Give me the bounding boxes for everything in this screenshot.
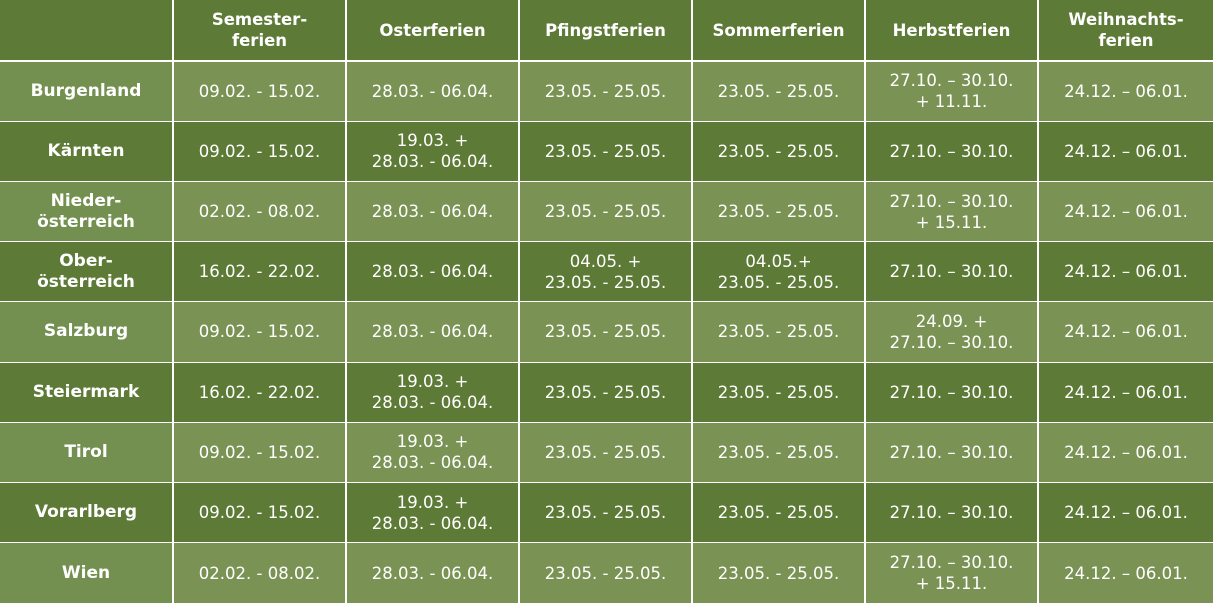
table-cell: 27.10. – 30.10. xyxy=(864,482,1038,543)
state-name: Steiermark xyxy=(0,361,173,423)
table-cell: 23.05. - 25.05. xyxy=(691,61,865,122)
table-cell: 27.10. – 30.10. + 15.11. xyxy=(864,180,1038,242)
table-cell: 02.02. - 08.02. xyxy=(172,542,346,603)
header-sommerferien: Sommerferien xyxy=(691,0,865,62)
table-cell: 23.05. - 25.05. xyxy=(691,120,865,182)
table-cell: 19.03. +28.03. - 06.04. xyxy=(345,482,519,543)
table-cell: 23.05. - 25.05. xyxy=(691,482,865,543)
header-semesterferien: Semester-ferien xyxy=(172,0,346,62)
table-cell: 19.03. +28.03. - 06.04. xyxy=(345,120,519,182)
table-cell: 23.05. - 25.05. xyxy=(518,482,692,543)
table-header: Semester-ferien Osterferien Pfingstferie… xyxy=(0,0,1213,62)
table-cell: 28.03. - 06.04. xyxy=(345,542,519,603)
table-cell: 27.10. – 30.10. xyxy=(864,421,1038,483)
table-cell: 27.10. – 30.10. xyxy=(864,241,1038,302)
header-herbstferien: Herbstferien xyxy=(864,0,1038,62)
table-cell: 23.05. - 25.05. xyxy=(691,542,865,603)
table-cell: 23.05. - 25.05. xyxy=(691,180,865,242)
table-cell: 16.02. - 22.02. xyxy=(172,241,346,302)
state-name: Salzburg xyxy=(0,301,173,363)
table-cell: 24.12. – 06.01. xyxy=(1037,301,1213,363)
header-row: Semester-ferien Osterferien Pfingstferie… xyxy=(0,0,1213,62)
header-pfingstferien: Pfingstferien xyxy=(518,0,692,62)
table-body: Burgenland 09.02. - 15.02. 28.03. - 06.0… xyxy=(0,61,1213,603)
table-row: Nieder-österreich 02.02. - 08.02. 28.03.… xyxy=(0,180,1213,242)
table-cell: 28.03. - 06.04. xyxy=(345,241,519,302)
table-cell: 04.05.+ 23.05. - 25.05. xyxy=(691,241,865,302)
table-cell: 24.09. +27.10. – 30.10. xyxy=(864,301,1038,363)
table-cell: 24.12. – 06.01. xyxy=(1037,241,1213,302)
table-cell: 16.02. - 22.02. xyxy=(172,361,346,423)
table-cell: 23.05. - 25.05. xyxy=(691,301,865,363)
table-cell: 23.05. - 25.05. xyxy=(518,301,692,363)
table-cell: 23.05. - 25.05. xyxy=(518,180,692,242)
table-cell: 27.10. – 30.10. xyxy=(864,120,1038,182)
state-name: Vorarlberg xyxy=(0,482,173,543)
state-name: Wien xyxy=(0,542,173,603)
state-name: Nieder-österreich xyxy=(0,180,173,242)
table-cell: 09.02. - 15.02. xyxy=(172,120,346,182)
table-cell: 23.05. - 25.05. xyxy=(518,421,692,483)
table-row: Vorarlberg 09.02. - 15.02. 19.03. +28.03… xyxy=(0,482,1213,543)
table-cell: 27.10. – 30.10. xyxy=(864,361,1038,423)
state-name: Tirol xyxy=(0,421,173,483)
table-cell: 23.05. - 25.05. xyxy=(691,361,865,423)
state-name: Ober-österreich xyxy=(0,241,173,302)
table-row: Kärnten 09.02. - 15.02. 19.03. +28.03. -… xyxy=(0,120,1213,182)
table-row: Salzburg 09.02. - 15.02. 28.03. - 06.04.… xyxy=(0,301,1213,363)
table-cell: 24.12. – 06.01. xyxy=(1037,180,1213,242)
state-name: Kärnten xyxy=(0,120,173,182)
table-cell: 24.12. – 06.01. xyxy=(1037,542,1213,603)
table-cell: 28.03. - 06.04. xyxy=(345,301,519,363)
table-cell: 09.02. - 15.02. xyxy=(172,421,346,483)
table-cell: 23.05. - 25.05. xyxy=(691,421,865,483)
table-cell: 24.12. – 06.01. xyxy=(1037,361,1213,423)
table-cell: 19.03. +28.03. - 06.04. xyxy=(345,421,519,483)
table-cell: 02.02. - 08.02. xyxy=(172,180,346,242)
table-cell: 27.10. – 30.10. + 15.11. xyxy=(864,542,1038,603)
table-row: Tirol 09.02. - 15.02. 19.03. +28.03. - 0… xyxy=(0,421,1213,483)
table-cell: 24.12. – 06.01. xyxy=(1037,482,1213,543)
table-cell: 23.05. - 25.05. xyxy=(518,120,692,182)
table-cell: 24.12. – 06.01. xyxy=(1037,120,1213,182)
table-row: Steiermark 16.02. - 22.02. 19.03. +28.03… xyxy=(0,361,1213,423)
header-weihnachtsferien: Weihnachts-ferien xyxy=(1037,0,1213,62)
table-cell: 28.03. - 06.04. xyxy=(345,180,519,242)
header-osterferien: Osterferien xyxy=(345,0,519,62)
table-cell: 23.05. - 25.05. xyxy=(518,542,692,603)
table-cell: 28.03. - 06.04. xyxy=(345,61,519,122)
table-cell: 23.05. - 25.05. xyxy=(518,361,692,423)
table-cell: 24.12. – 06.01. xyxy=(1037,61,1213,122)
table-row: Burgenland 09.02. - 15.02. 28.03. - 06.0… xyxy=(0,61,1213,122)
table-cell: 19.03. +28.03. - 06.04. xyxy=(345,361,519,423)
table-cell: 04.05. +23.05. - 25.05. xyxy=(518,241,692,302)
table-row: Ober-österreich 16.02. - 22.02. 28.03. -… xyxy=(0,241,1213,302)
state-name: Burgenland xyxy=(0,61,173,122)
table-cell: 09.02. - 15.02. xyxy=(172,301,346,363)
table-cell: 09.02. - 15.02. xyxy=(172,482,346,543)
header-corner-cell xyxy=(0,0,173,62)
table-row: Wien 02.02. - 08.02. 28.03. - 06.04. 23.… xyxy=(0,542,1213,603)
table-cell: 23.05. - 25.05. xyxy=(518,61,692,122)
table-cell: 09.02. - 15.02. xyxy=(172,61,346,122)
table-cell: 24.12. – 06.01. xyxy=(1037,421,1213,483)
table-cell: 27.10. – 30.10. + 11.11. xyxy=(864,61,1038,122)
